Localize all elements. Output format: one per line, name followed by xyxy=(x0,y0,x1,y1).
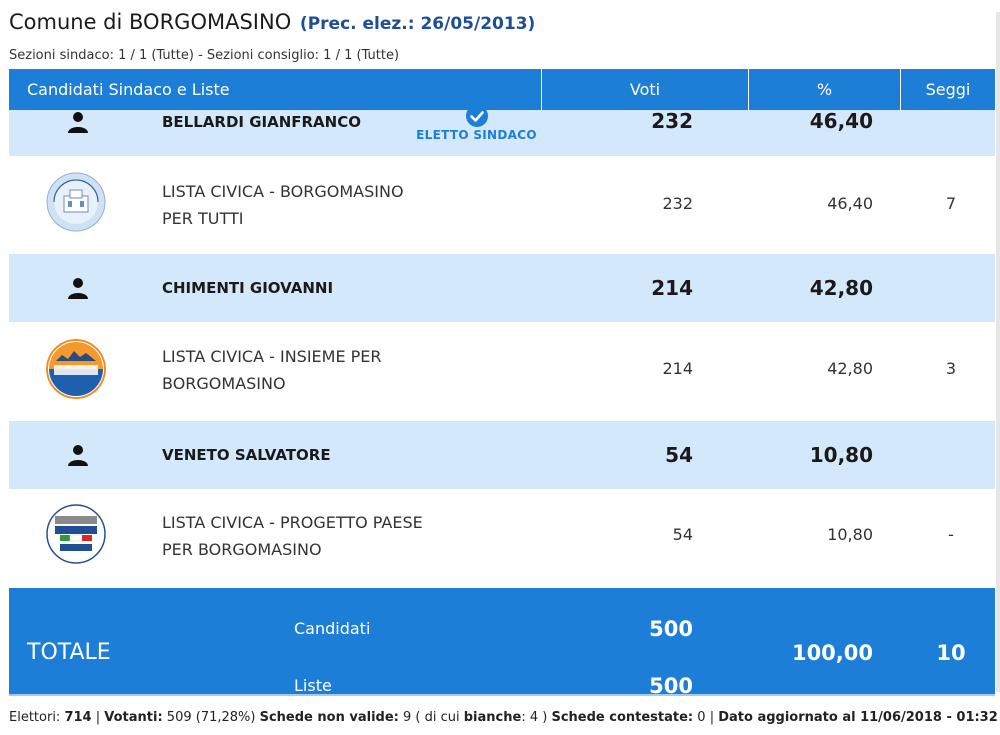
list-row[interactable]: LISTA CIVICA - BORGOMASINO PER TUTTI 232… xyxy=(9,156,995,254)
elettori-label: Elettori: xyxy=(9,710,61,725)
total-lists-votes: 500 xyxy=(649,674,693,696)
list-logo-insieme-per-borgomasino xyxy=(46,339,106,399)
person-icon xyxy=(68,278,88,299)
total-candidates-votes: 500 xyxy=(649,617,693,641)
candidate-pct: 10,80 xyxy=(809,443,873,467)
total-divider xyxy=(9,694,995,696)
list-logo-borgomasino-per-tutti xyxy=(46,172,106,232)
previous-election-link[interactable]: (Prec. elez.: 26/05/2013) xyxy=(299,14,536,34)
footer-stats: Elettori: 714 | Votanti: 509 (71,28%) Sc… xyxy=(9,710,998,725)
candidate-name: VENETO SALVATORE xyxy=(162,446,331,464)
contestate-label: Schede contestate: xyxy=(551,710,694,725)
list-pct: 46,40 xyxy=(827,194,873,213)
candidate-name: BELLARDI GIANFRANCO xyxy=(162,113,361,131)
page-title: Comune di BORGOMASINO (Prec. elez.: 26/0… xyxy=(9,10,535,34)
elettori-value: 714 xyxy=(64,710,92,725)
header-seats: Seggi xyxy=(925,80,971,99)
list-pct: 10,80 xyxy=(827,525,873,544)
check-circle-icon xyxy=(465,105,488,127)
list-name: LISTA CIVICA - BORGOMASINO PER TUTTI xyxy=(162,182,404,228)
candidate-name: CHIMENTI GIOVANNI xyxy=(162,279,334,297)
total-candidates-label: Candidati xyxy=(294,619,371,638)
results-table: Candidati Sindaco e Liste Voti % Seggi B… xyxy=(9,69,995,696)
last-update: Dato aggiornato al 11/06/2018 - 01:32 xyxy=(718,710,998,725)
list-seats: - xyxy=(948,525,954,544)
bianche-value: 4 xyxy=(529,710,539,725)
list-name: LISTA CIVICA - INSIEME PER BORGOMASINO xyxy=(162,347,382,393)
header-candidates: Candidati Sindaco e Liste xyxy=(9,69,542,110)
candidate-pct: 42,80 xyxy=(809,276,873,300)
candidate-pct: 46,40 xyxy=(809,109,873,133)
total-pct: 100,00 xyxy=(791,641,873,665)
table-header: Candidati Sindaco e Liste Voti % Seggi xyxy=(9,69,995,110)
candidate-row[interactable]: CHIMENTI GIOVANNI 214 42,80 xyxy=(9,254,995,322)
scrollbar[interactable] xyxy=(996,12,1000,692)
list-votes: 54 xyxy=(672,525,693,544)
list-votes: 232 xyxy=(662,194,693,213)
total-lists-label: Liste xyxy=(294,676,332,695)
contestate-value: 0 xyxy=(697,710,706,725)
header-votes: Voti xyxy=(542,69,749,110)
list-seats: 3 xyxy=(945,359,957,378)
list-votes: 214 xyxy=(662,359,693,378)
list-seats: 7 xyxy=(945,194,957,213)
candidate-votes: 54 xyxy=(665,443,693,467)
candidate-votes: 232 xyxy=(651,109,693,133)
list-row[interactable]: LISTA CIVICA - PROGETTO PAESE PER BORGOM… xyxy=(9,489,995,588)
list-name: LISTA CIVICA - PROGETTO PAESE PER BORGOM… xyxy=(162,513,423,559)
list-row[interactable]: LISTA CIVICA - INSIEME PER BORGOMASINO 2… xyxy=(9,322,995,421)
bianche-label: bianche xyxy=(463,710,522,725)
votanti-label: Votanti: xyxy=(104,710,163,725)
person-icon xyxy=(68,112,88,133)
total-row: TOTALE Candidati 500 Liste 500 100,00 10 xyxy=(9,588,995,696)
comune-name: Comune di BORGOMASINO xyxy=(9,10,292,34)
elected-badge: ELETTO SINDACO xyxy=(409,104,544,142)
non-valide-label: Schede non valide: xyxy=(259,710,399,725)
candidate-row[interactable]: VENETO SALVATORE 54 10,80 xyxy=(9,421,995,489)
elected-label: ELETTO SINDACO xyxy=(416,128,537,142)
list-logo-progetto-paese xyxy=(46,504,106,564)
total-seats: 10 xyxy=(936,641,966,665)
person-icon xyxy=(68,445,88,466)
header-pct: % xyxy=(749,69,901,110)
total-label: TOTALE xyxy=(27,640,111,665)
list-pct: 42,80 xyxy=(827,359,873,378)
non-valide-value: 9 xyxy=(403,710,412,725)
candidate-votes: 214 xyxy=(651,276,693,300)
sections-info: Sezioni sindaco: 1 / 1 (Tutte) - Sezioni… xyxy=(9,48,400,63)
votanti-value: 509 (71,28%) xyxy=(166,710,256,725)
